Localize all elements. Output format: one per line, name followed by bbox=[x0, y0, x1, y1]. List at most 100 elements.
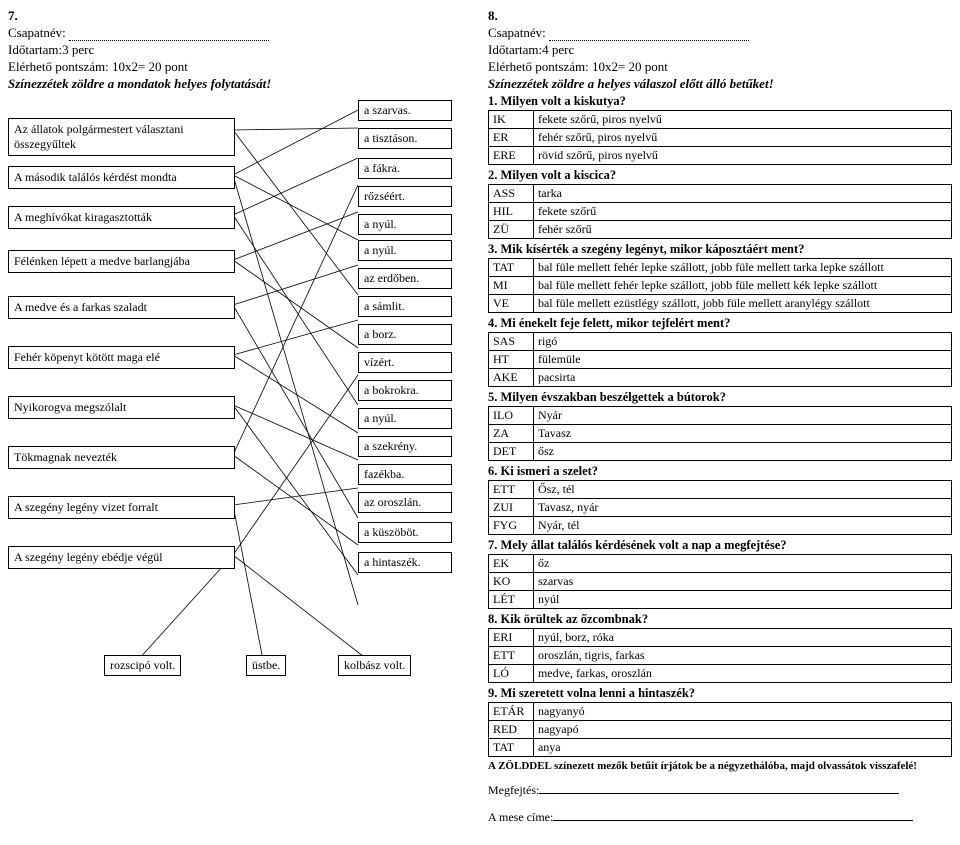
answer-text: fehér szőrű bbox=[533, 221, 951, 239]
table-row[interactable]: ERErövid szőrű, piros nyelvű bbox=[489, 147, 952, 165]
answer-code[interactable]: ZA bbox=[489, 425, 534, 443]
opt-3[interactable]: rőzséért. bbox=[358, 186, 452, 207]
opt-14[interactable]: az oroszlán. bbox=[358, 492, 452, 513]
table-row[interactable]: FYGNyár, tél bbox=[489, 517, 952, 535]
opt-15[interactable]: a küszöböt. bbox=[358, 522, 452, 543]
table-row[interactable]: HTfülemüle bbox=[489, 351, 952, 369]
table-row[interactable]: ASStarka bbox=[489, 185, 952, 203]
answer-code[interactable]: ETT bbox=[489, 647, 534, 665]
opt-13[interactable]: fazékba. bbox=[358, 464, 452, 485]
answer-code[interactable]: ERE bbox=[489, 147, 534, 165]
answer-table: IKfekete szőrű, piros nyelvűERfehér szőr… bbox=[488, 110, 952, 165]
answer-code[interactable]: ETT bbox=[489, 481, 534, 499]
answer-code[interactable]: TAT bbox=[489, 259, 534, 277]
table-row[interactable]: ERInyúl, borz, róka bbox=[489, 629, 952, 647]
table-row[interactable]: HILfekete szőrű bbox=[489, 203, 952, 221]
table-row[interactable]: IKfekete szőrű, piros nyelvű bbox=[489, 111, 952, 129]
exercise-8: 8. Csapatnév: Időtartam:4 perc Elérhető … bbox=[488, 8, 952, 837]
table-row[interactable]: TATanya bbox=[489, 739, 952, 757]
table-row[interactable]: ETÁRnagyanyó bbox=[489, 703, 952, 721]
answer-text: rövid szőrű, piros nyelvű bbox=[533, 147, 951, 165]
table-row[interactable]: ERfehér szőrű, piros nyelvű bbox=[489, 129, 952, 147]
title-blank[interactable] bbox=[553, 810, 913, 821]
opt-5[interactable]: a nyúl. bbox=[358, 240, 452, 261]
table-row[interactable]: VEbal füle mellett ezüstlégy szállott, j… bbox=[489, 295, 952, 313]
answer-code[interactable]: DET bbox=[489, 443, 534, 461]
opt-0[interactable]: a szarvas. bbox=[358, 100, 452, 121]
answer-text: rigó bbox=[533, 333, 951, 351]
answer-code[interactable]: EK bbox=[489, 555, 534, 573]
answer-code[interactable]: KO bbox=[489, 573, 534, 591]
table-row[interactable]: ZÜfehér szőrű bbox=[489, 221, 952, 239]
question-title: 4. Mi énekelt feje felett, mikor tejfelé… bbox=[488, 316, 952, 331]
answer-code[interactable]: LÓ bbox=[489, 665, 534, 683]
bottom-0[interactable]: rozscipó volt. bbox=[104, 655, 181, 676]
table-row[interactable]: ZUITavasz, nyár bbox=[489, 499, 952, 517]
answer-table: ILONyárZATavaszDETősz bbox=[488, 406, 952, 461]
opt-6[interactable]: az erdőben. bbox=[358, 268, 452, 289]
question-title: 6. Ki ismeri a szelet? bbox=[488, 464, 952, 479]
answer-code[interactable]: FYG bbox=[489, 517, 534, 535]
table-row[interactable]: ETTŐsz, tél bbox=[489, 481, 952, 499]
question-title: 9. Mi szeretett volna lenni a hintaszék? bbox=[488, 686, 952, 701]
answer-code[interactable]: LÉT bbox=[489, 591, 534, 609]
team-blank-8[interactable] bbox=[549, 28, 749, 41]
opt-8[interactable]: a borz. bbox=[358, 324, 452, 345]
answer-code[interactable]: RED bbox=[489, 721, 534, 739]
opt-2[interactable]: a fákra. bbox=[358, 158, 452, 179]
table-row[interactable]: KOszarvas bbox=[489, 573, 952, 591]
answer-code[interactable]: ER bbox=[489, 129, 534, 147]
answer-code[interactable]: ASS bbox=[489, 185, 534, 203]
answer-code[interactable]: AKE bbox=[489, 369, 534, 387]
stem-6: Nyikorogva megszólalt bbox=[8, 396, 235, 419]
table-row[interactable]: ETToroszlán, tigris, farkas bbox=[489, 647, 952, 665]
opt-1[interactable]: a tisztáson. bbox=[358, 128, 452, 149]
team-blank[interactable] bbox=[69, 28, 269, 41]
table-row[interactable]: DETősz bbox=[489, 443, 952, 461]
table-row[interactable]: EKőz bbox=[489, 555, 952, 573]
answer-code[interactable]: TAT bbox=[489, 739, 534, 757]
answer-text: nyúl bbox=[533, 591, 951, 609]
answer-code[interactable]: SAS bbox=[489, 333, 534, 351]
answer-text: oroszlán, tigris, farkas bbox=[533, 647, 951, 665]
answer-code[interactable]: ETÁR bbox=[489, 703, 534, 721]
answer-code[interactable]: IK bbox=[489, 111, 534, 129]
answer-code[interactable]: ZUI bbox=[489, 499, 534, 517]
questions-list: 1. Milyen volt a kiskutya?IKfekete szőrű… bbox=[488, 94, 952, 757]
answer-text: Tavasz, nyár bbox=[533, 499, 951, 517]
answer-code[interactable]: HT bbox=[489, 351, 534, 369]
question-title: 1. Milyen volt a kiskutya? bbox=[488, 94, 952, 109]
opt-16[interactable]: a hintaszék. bbox=[358, 552, 452, 573]
answer-code[interactable]: ILO bbox=[489, 407, 534, 425]
table-row[interactable]: TATbal füle mellett fehér lepke szállott… bbox=[489, 259, 952, 277]
opt-12[interactable]: a szekrény. bbox=[358, 436, 452, 457]
opt-10[interactable]: a bokrokra. bbox=[358, 380, 452, 401]
table-row[interactable]: LÓmedve, farkas, oroszlán bbox=[489, 665, 952, 683]
answer-code[interactable]: HIL bbox=[489, 203, 534, 221]
team-label: Csapatnév: bbox=[8, 25, 66, 40]
stem-0: Az állatok polgármestert választani össz… bbox=[8, 118, 235, 156]
question-title: 2. Milyen volt a kiscica? bbox=[488, 168, 952, 183]
table-row[interactable]: MIbal füle mellett fehér lepke szállott,… bbox=[489, 277, 952, 295]
opt-4[interactable]: a nyúl. bbox=[358, 214, 452, 235]
table-row[interactable]: ILONyár bbox=[489, 407, 952, 425]
table-row[interactable]: REDnagyapó bbox=[489, 721, 952, 739]
answer-code[interactable]: VE bbox=[489, 295, 534, 313]
opt-9[interactable]: vízért. bbox=[358, 352, 452, 373]
table-row[interactable]: ZATavasz bbox=[489, 425, 952, 443]
table-row[interactable]: LÉTnyúl bbox=[489, 591, 952, 609]
stem-9: A szegény legény ebédje végül bbox=[8, 546, 235, 569]
answer-code[interactable]: ZÜ bbox=[489, 221, 534, 239]
answer-text: bal füle mellett fehér lepke szállott, j… bbox=[533, 259, 951, 277]
opt-7[interactable]: a sámlit. bbox=[358, 296, 452, 317]
opt-11[interactable]: a nyúl. bbox=[358, 408, 452, 429]
table-row[interactable]: AKEpacsirta bbox=[489, 369, 952, 387]
bottom-1[interactable]: üstbe. bbox=[246, 655, 286, 676]
answer-text: fehér szőrű, piros nyelvű bbox=[533, 129, 951, 147]
exercise-number: 7. bbox=[8, 8, 468, 24]
answer-code[interactable]: ERI bbox=[489, 629, 534, 647]
table-row[interactable]: SASrigó bbox=[489, 333, 952, 351]
solve-blank[interactable] bbox=[539, 783, 899, 794]
answer-code[interactable]: MI bbox=[489, 277, 534, 295]
bottom-2[interactable]: kolbász volt. bbox=[338, 655, 411, 676]
